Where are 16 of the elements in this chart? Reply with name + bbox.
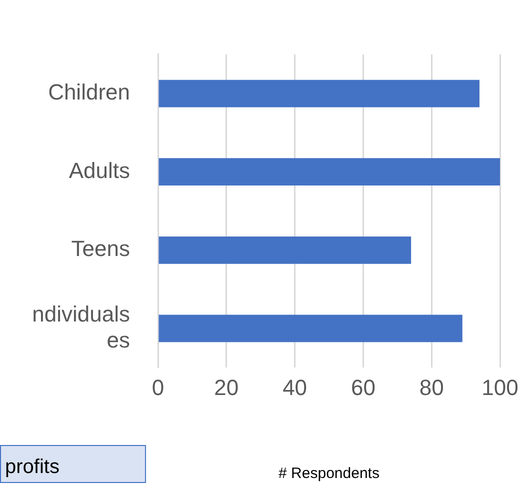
y-tick-label: Adults bbox=[68, 158, 130, 183]
x-tick-label: 80 bbox=[419, 374, 444, 400]
x-tick-label: 20 bbox=[214, 374, 239, 400]
x-axis-title: # Respondents bbox=[278, 465, 380, 482]
x-tick-label: 40 bbox=[282, 374, 308, 400]
y-tick-label: Teens bbox=[71, 236, 130, 262]
bar bbox=[158, 236, 412, 264]
bar bbox=[158, 314, 462, 342]
y-tick-label: Children bbox=[48, 80, 130, 105]
x-tick-label: 0 bbox=[152, 374, 164, 400]
bar bbox=[158, 158, 500, 186]
bar bbox=[158, 80, 480, 108]
y-tick-label: ndividuals es bbox=[32, 301, 130, 353]
x-tick-label: 100 bbox=[482, 374, 518, 400]
text: profits bbox=[0, 445, 146, 483]
x-tick-label: 60 bbox=[350, 374, 376, 400]
